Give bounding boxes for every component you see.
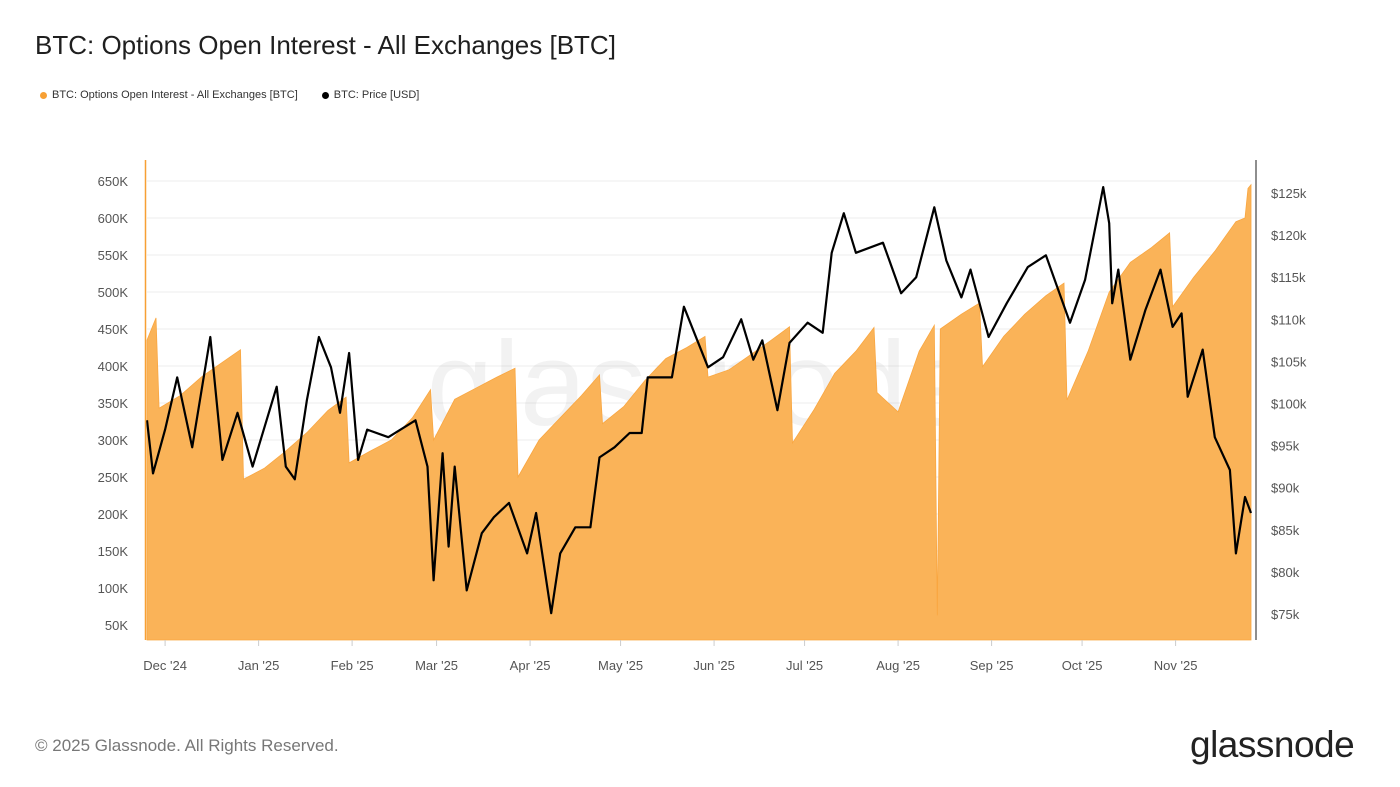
left-tick-label: 550K: [98, 248, 129, 263]
right-tick-label: $125k: [1271, 186, 1307, 201]
chart-title: BTC: Options Open Interest - All Exchang…: [35, 30, 616, 60]
left-axis: 50K 100K 150K 200K 250K 300K 350K 400K 450K 500K 5…: [98, 174, 129, 633]
x-tick-label: May '25: [598, 658, 643, 673]
right-tick-label: $85k: [1271, 523, 1300, 538]
legend-item-open-interest[interactable]: BTC: Options Open Interest - All Exchang…: [40, 89, 298, 101]
x-tick-label: Feb '25: [331, 658, 374, 673]
right-tick-label: $90k: [1271, 481, 1300, 496]
legend-swatch-price: [321, 91, 329, 99]
right-tick-label: $115k: [1271, 270, 1306, 285]
right-tick-label: $80k: [1271, 565, 1300, 580]
left-tick-label: 500K: [98, 285, 129, 300]
x-tick-label: Apr '25: [510, 658, 551, 673]
legend-item-price[interactable]: BTC: Price [USD]: [321, 89, 420, 101]
x-tick-label: Nov '25: [1154, 658, 1198, 673]
left-tick-label: 250K: [98, 470, 129, 485]
legend-swatch-open-interest: [40, 91, 47, 99]
legend-label-price: BTC: Price [USD]: [333, 89, 420, 101]
x-tick-label: Oct '25: [1062, 658, 1103, 673]
left-tick-label: 450K: [98, 322, 129, 337]
left-tick-label: 650K: [98, 174, 129, 189]
x-tick-label: Jun '25: [693, 658, 735, 673]
x-tick-label: Jul '25: [786, 658, 823, 673]
left-tick-label: 600K: [98, 211, 129, 226]
right-tick-label: $75k: [1271, 607, 1300, 622]
x-tick-label: Aug '25: [876, 658, 920, 673]
x-axis: Dec '24 Jan '25 Feb '25 Mar '25 Apr '25 May '…: [143, 640, 1197, 673]
left-tick-label: 50K: [105, 618, 128, 633]
right-tick-label: $100k: [1271, 397, 1307, 412]
copyright: © 2025 Glassnode. All Rights Reserved.: [35, 736, 339, 755]
right-axis: $75k $80k $85k $90k $95k $100k $105k $110k $115k…: [1271, 186, 1307, 622]
legend-label-open-interest: BTC: Options Open Interest - All Exchang…: [52, 89, 298, 101]
right-tick-label: $110k: [1271, 312, 1306, 327]
x-tick-label: Mar '25: [415, 658, 458, 673]
legend: BTC: Options Open Interest - All Exchang…: [40, 89, 419, 101]
left-tick-label: 200K: [98, 507, 129, 522]
left-tick-label: 300K: [98, 433, 129, 448]
x-tick-label: Dec '24: [143, 658, 187, 673]
price-line: [145, 186, 1253, 615]
right-tick-label: $120k: [1271, 228, 1307, 243]
x-tick-label: Sep '25: [970, 658, 1014, 673]
open-interest-area: [146, 183, 1252, 641]
left-tick-label: 100K: [98, 581, 129, 596]
left-tick-label: 150K: [98, 544, 129, 559]
right-tick-label: $95k: [1271, 439, 1300, 454]
glassnode-logo: glassnode: [1190, 724, 1355, 765]
left-tick-label: 400K: [98, 359, 129, 374]
right-tick-label: $105k: [1271, 354, 1307, 369]
x-tick-label: Jan '25: [238, 658, 280, 673]
left-tick-label: 350K: [98, 396, 129, 411]
